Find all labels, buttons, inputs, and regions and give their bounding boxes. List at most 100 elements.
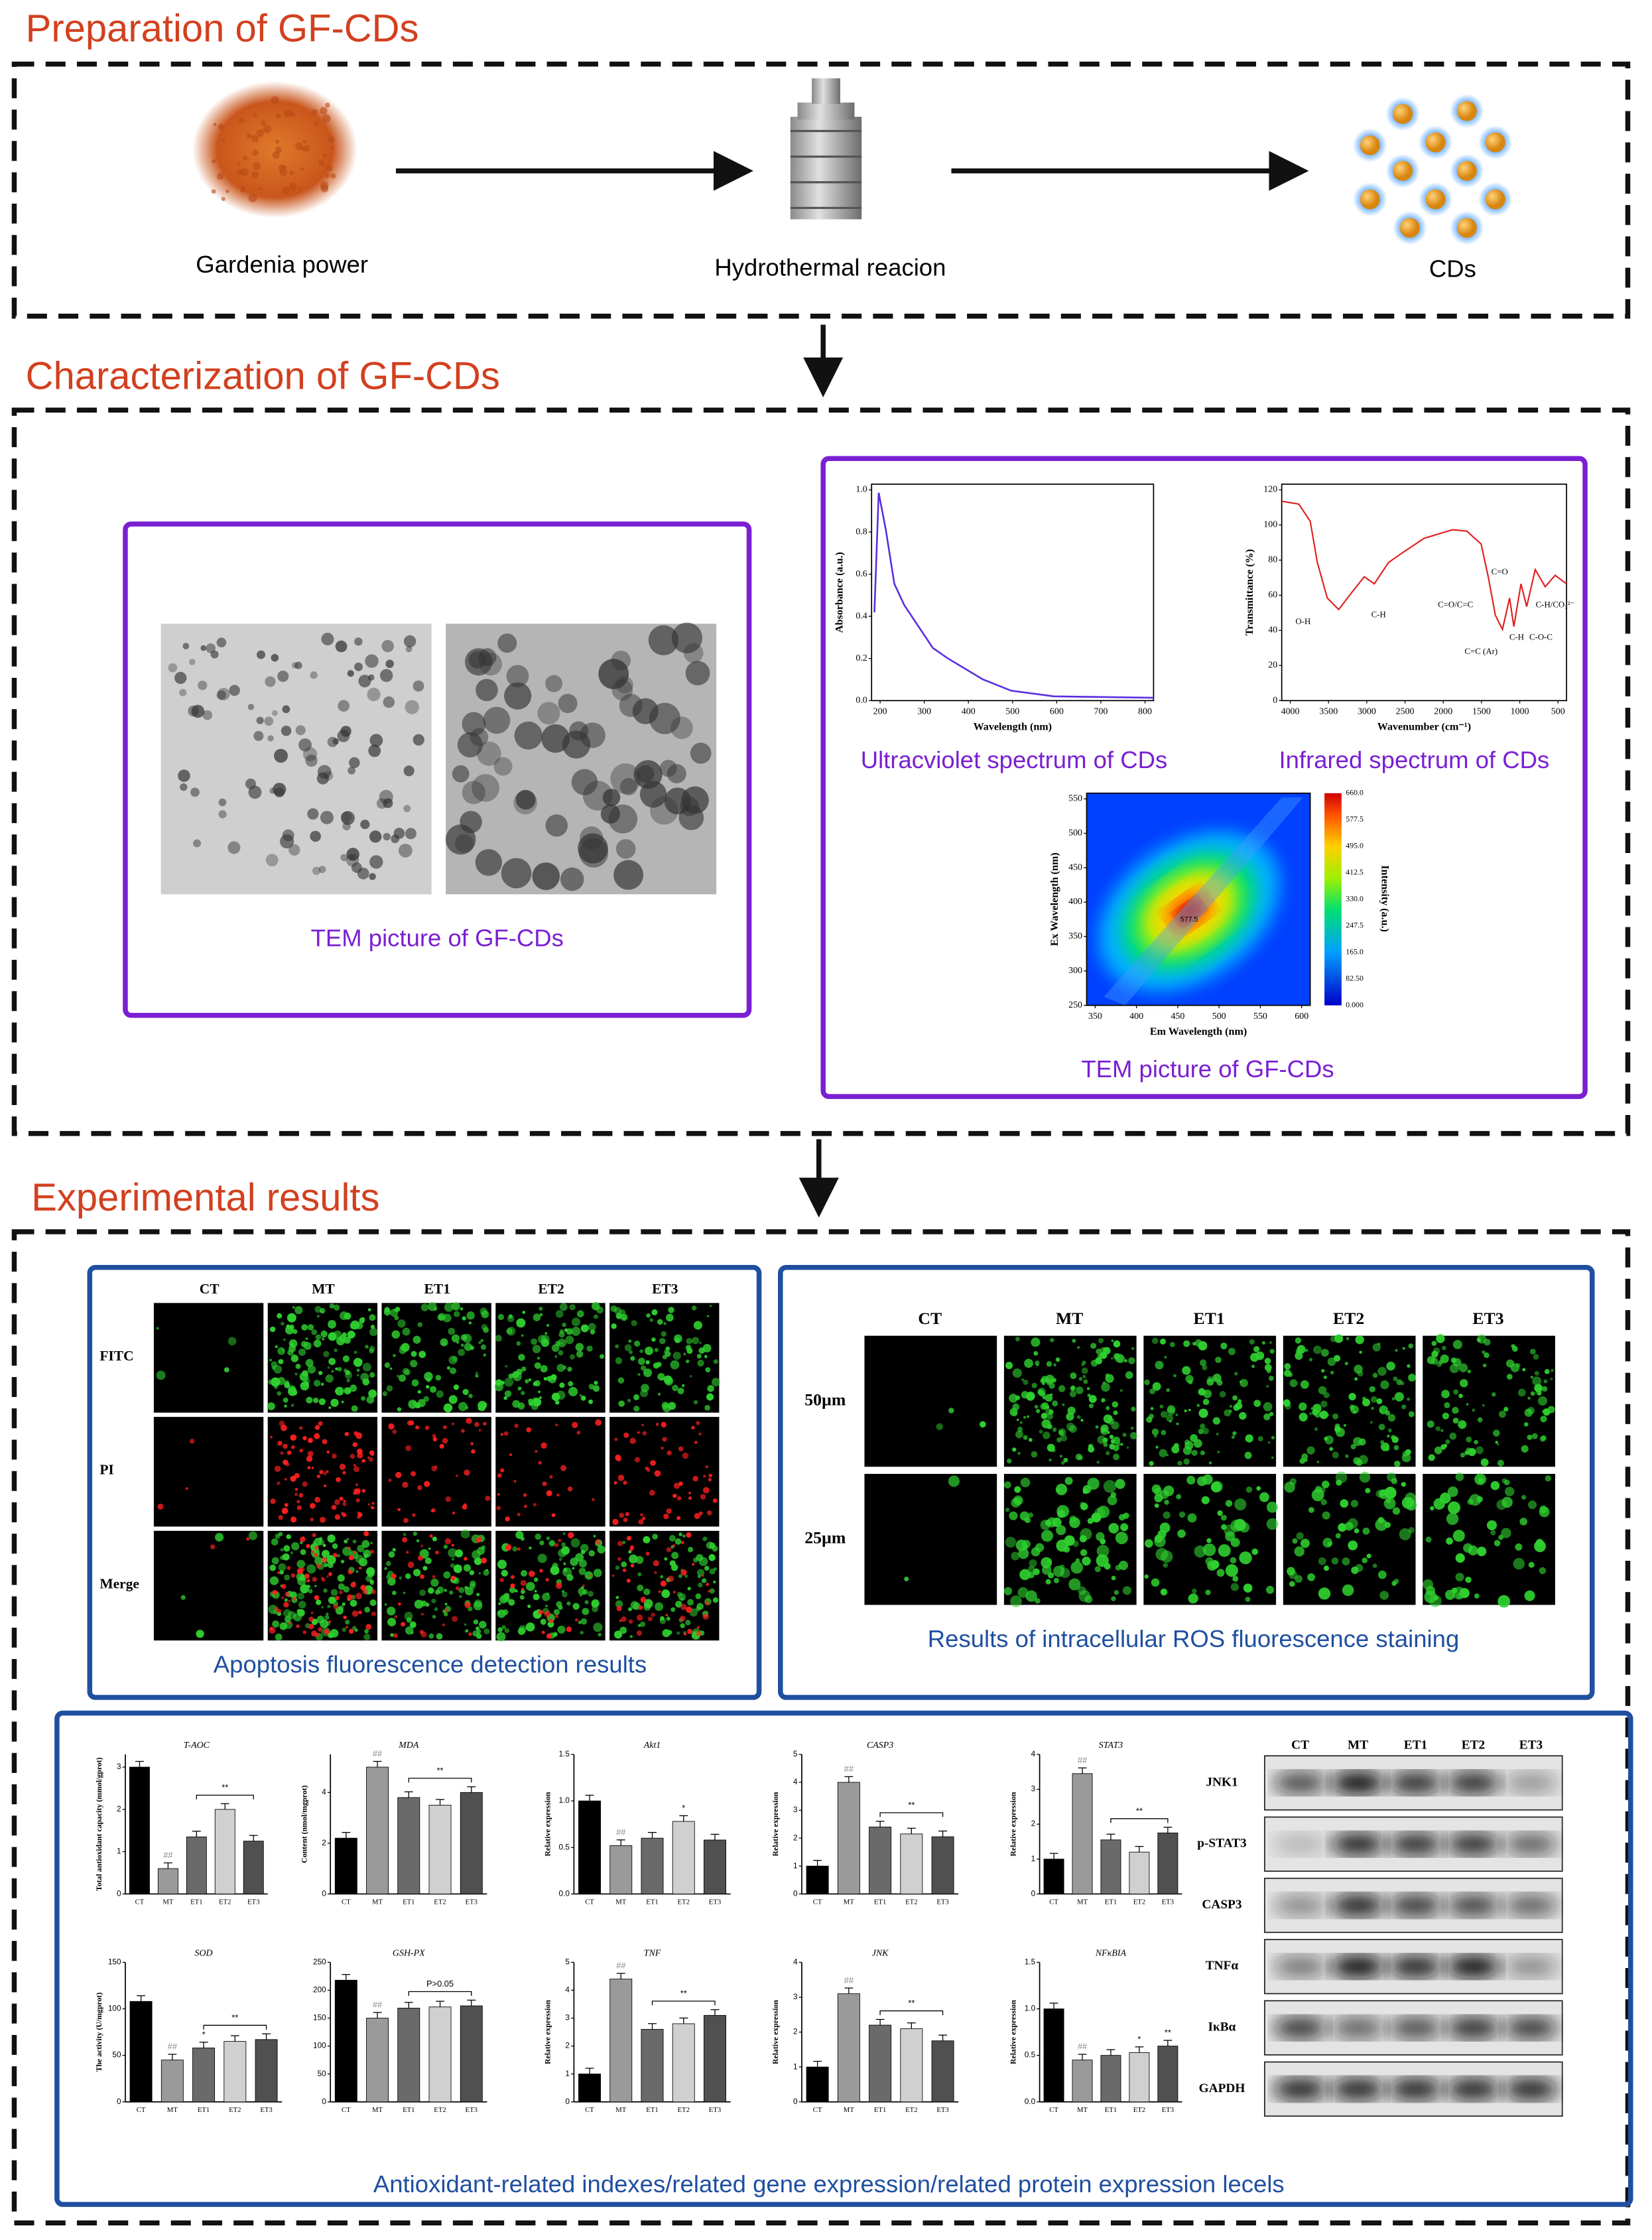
cell-green xyxy=(570,1354,576,1360)
cell-red xyxy=(642,1431,647,1436)
cell-red xyxy=(420,1613,424,1616)
blot-band xyxy=(1503,1894,1558,1917)
powder-grain xyxy=(320,181,329,190)
cell-red xyxy=(302,1435,307,1441)
cell-red xyxy=(306,1579,310,1583)
cell-red xyxy=(348,1547,351,1549)
cell-red xyxy=(285,1591,290,1597)
cell-green xyxy=(480,1339,483,1343)
peak-label: C=C (Ar) xyxy=(1464,647,1497,656)
cell-green xyxy=(655,1602,664,1611)
cell-green xyxy=(368,1389,377,1398)
bracket xyxy=(408,1991,472,1996)
cell-green xyxy=(1435,1426,1441,1431)
cell-green xyxy=(450,1367,457,1374)
colorbar-tick: 165.0 xyxy=(1346,947,1364,956)
cell-red xyxy=(342,1471,346,1475)
cell-green xyxy=(1081,1367,1088,1374)
cell-red xyxy=(521,1587,525,1591)
cell-green xyxy=(280,1555,285,1560)
cell-green xyxy=(269,1576,279,1585)
cell-green xyxy=(1160,1588,1168,1596)
cell-green xyxy=(1177,1461,1182,1466)
cell-green xyxy=(1112,1401,1119,1408)
cell-green xyxy=(1011,1498,1021,1508)
panel-title: CASP3 xyxy=(867,1741,893,1750)
y-tick-label: 0.2 xyxy=(856,653,867,663)
cell-green xyxy=(1531,1433,1538,1439)
cell-red xyxy=(328,1572,332,1576)
x-tick-label: ET3 xyxy=(709,2106,721,2114)
cell-green xyxy=(269,1358,273,1362)
cell-green xyxy=(403,1591,406,1595)
nanoparticle xyxy=(305,754,318,767)
cd-dot xyxy=(1393,103,1413,124)
cell-green xyxy=(663,1349,668,1354)
nanoparticle xyxy=(360,819,370,829)
cell-green xyxy=(1082,1556,1091,1566)
cell-green xyxy=(571,1327,581,1336)
cell-green xyxy=(496,1632,506,1642)
cell-green xyxy=(1004,1481,1011,1489)
cell-green xyxy=(1152,1382,1161,1391)
nanoparticle xyxy=(282,705,290,714)
y-axis-label: Relative expression xyxy=(771,1792,780,1857)
cell-red xyxy=(435,1550,439,1555)
cell-green xyxy=(1166,1453,1169,1457)
cell-green xyxy=(584,1600,589,1605)
powder-grain xyxy=(302,139,307,144)
cell-green xyxy=(290,1404,294,1407)
protein-label: JNK1 xyxy=(1206,1775,1238,1789)
cell-green xyxy=(671,1551,679,1559)
bracket xyxy=(196,1794,254,1800)
cell-red xyxy=(541,1630,545,1634)
cell-red xyxy=(321,1557,328,1563)
cell-green xyxy=(1097,1435,1106,1444)
cell-green xyxy=(452,1356,458,1362)
nanoparticle xyxy=(413,734,424,746)
cell-red xyxy=(326,1575,329,1578)
nanoparticle xyxy=(383,798,393,809)
cell-green xyxy=(569,1304,576,1311)
colorbar-tick: 577.5 xyxy=(1346,814,1364,823)
cell-green xyxy=(485,1569,489,1571)
cell-green xyxy=(1115,1479,1125,1489)
cell-green xyxy=(1202,1364,1208,1370)
cell-green xyxy=(630,1356,635,1361)
cell-green xyxy=(1161,1429,1167,1435)
cell-green xyxy=(682,1534,686,1538)
cell-green xyxy=(1072,1540,1079,1548)
cell-green xyxy=(1269,1341,1273,1345)
cell-green xyxy=(637,1624,641,1627)
cell-red xyxy=(658,1590,661,1593)
cell-green xyxy=(1070,1385,1076,1390)
cell-green xyxy=(582,1608,590,1615)
cell-green xyxy=(525,1379,529,1384)
cell-green xyxy=(1102,1347,1109,1353)
cell-green xyxy=(545,1605,548,1607)
cell-red xyxy=(395,1471,402,1479)
peak-label: C-H xyxy=(1509,633,1524,642)
cell-green xyxy=(677,1388,684,1394)
cell-green xyxy=(468,1321,472,1325)
cell-green xyxy=(328,1332,337,1341)
cell-green xyxy=(1216,1379,1223,1386)
cell-red xyxy=(429,1534,433,1538)
cell-red xyxy=(646,1468,651,1473)
nanoparticle xyxy=(633,759,663,789)
cell-green xyxy=(1449,1364,1459,1374)
cell-green xyxy=(553,1609,560,1616)
cell-green xyxy=(1216,1432,1219,1436)
cell-green xyxy=(1090,1343,1097,1349)
cell-green xyxy=(1111,1596,1116,1601)
y-tick-label: 0 xyxy=(1273,695,1277,705)
nanoparticle xyxy=(277,670,289,683)
y-tick-label: 0.0 xyxy=(856,695,867,705)
cell-green xyxy=(535,1533,542,1540)
cell-green xyxy=(450,1563,455,1568)
cell-red xyxy=(520,1580,527,1587)
cell-green xyxy=(480,1344,487,1350)
cell-red xyxy=(397,1602,401,1606)
cell-red xyxy=(551,1513,556,1518)
cell-green xyxy=(1547,1406,1555,1414)
